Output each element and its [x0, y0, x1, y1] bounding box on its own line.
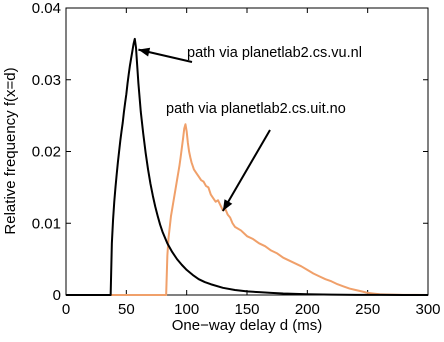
series-line-vu: [66, 37, 428, 296]
axis-ticks: 0 50 100 150 200 250 300 0 0.01 0.02 0.03 0.04: [32, 0, 441, 318]
y-tick-label: 0.01: [32, 215, 61, 232]
plot-area: [65, 7, 429, 296]
y-axis-label: Relative frequency f(x=d): [2, 67, 19, 234]
y-tick-label: 0: [53, 287, 61, 304]
annotation-arrow-line: [222, 129, 271, 212]
annotation-arrows: [138, 47, 271, 212]
series-group: [66, 37, 429, 296]
y-tick-label: 0.03: [32, 72, 61, 89]
annotation-arrow-head: [222, 199, 233, 212]
x-tick-label: 0: [62, 301, 70, 318]
x-tick-label: 150: [234, 301, 259, 318]
annotation-arrow-head: [138, 47, 151, 57]
y-tick-label: 0.02: [32, 144, 61, 161]
x-tick-label: 250: [355, 301, 380, 318]
x-tick-label: 100: [174, 301, 199, 318]
x-tick-label: 200: [295, 301, 320, 318]
series-line-uit: [66, 123, 429, 296]
x-tick-label: 300: [415, 301, 440, 318]
x-axis-label: One−way delay d (ms): [172, 317, 322, 334]
x-tick-label: 50: [118, 301, 135, 318]
y-tick-label: 0.04: [32, 0, 61, 17]
annotation-label-vu: path via planetlab2.cs.vu.nl: [187, 45, 362, 61]
annotation-label-uit: path via planetlab2.cs.uit.no: [166, 101, 346, 117]
